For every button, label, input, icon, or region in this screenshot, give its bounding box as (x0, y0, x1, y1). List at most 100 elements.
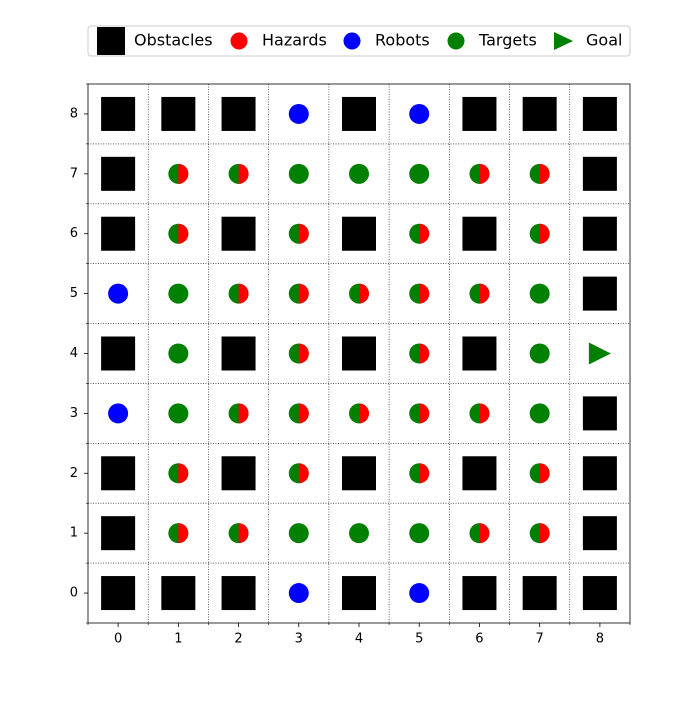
hazard (238, 403, 249, 424)
hazard (539, 163, 550, 184)
hazard (419, 223, 430, 244)
hazard (359, 283, 369, 304)
obstacle (582, 156, 617, 191)
hazard (238, 163, 249, 184)
point (288, 103, 309, 124)
y-tick-label: 5 (70, 286, 78, 301)
x-tick-label: 0 (114, 632, 122, 647)
x-tick-label: 8 (596, 632, 604, 647)
obstacle (582, 216, 617, 251)
obstacle (462, 336, 497, 371)
legend-marker (447, 32, 465, 50)
legend-label: Hazards (262, 31, 327, 50)
point (288, 163, 309, 184)
legend-label: Goal (586, 31, 622, 50)
x-tick-label: 6 (475, 632, 483, 647)
point (529, 403, 550, 424)
hazard (238, 523, 249, 544)
obstacle (101, 336, 136, 371)
obstacle (342, 216, 376, 251)
y-tick-label: 4 (70, 346, 78, 361)
point (288, 523, 309, 544)
plot-frame (87, 83, 631, 624)
y-tick-label: 6 (70, 226, 78, 241)
legend-label: Obstacles (134, 31, 213, 50)
goal (588, 342, 611, 365)
point (349, 163, 369, 184)
y-tick-label: 0 (70, 586, 78, 601)
hazard (178, 163, 189, 184)
point (349, 523, 369, 544)
obstacle (342, 456, 376, 491)
x-tick-label: 4 (355, 632, 363, 647)
point (168, 343, 189, 364)
obstacle (582, 396, 617, 431)
legend: Obstacles Hazards Robots Targets Goal (87, 25, 631, 57)
obstacle (101, 456, 136, 491)
point (529, 343, 550, 364)
obstacle (462, 96, 497, 131)
hazard (419, 283, 430, 304)
obstacle (582, 276, 617, 311)
obstacle (342, 96, 376, 131)
obstacle (522, 576, 557, 611)
legend-marker (343, 32, 361, 50)
point (108, 403, 129, 424)
hazard (178, 223, 189, 244)
point (409, 163, 430, 184)
obstacle (101, 576, 136, 611)
hazard (178, 463, 189, 484)
obstacle (582, 456, 617, 491)
obstacle (101, 216, 136, 251)
hazard (298, 343, 309, 364)
x-tick-label: 7 (536, 632, 544, 647)
hazard (178, 523, 189, 544)
x-tick-label: 3 (295, 632, 303, 647)
obstacle (462, 576, 497, 611)
y-tick-label: 1 (70, 526, 78, 541)
point (168, 403, 189, 424)
point (409, 523, 430, 544)
hazard (479, 163, 490, 184)
obstacle (522, 96, 557, 131)
obstacle (342, 576, 376, 611)
legend-label: Robots (375, 31, 430, 50)
obstacle (582, 96, 617, 131)
obstacle (582, 576, 617, 611)
hazard (298, 463, 309, 484)
point (409, 583, 430, 604)
obstacle (462, 456, 497, 491)
hazard (419, 343, 430, 364)
point (108, 283, 129, 304)
obstacle (221, 576, 256, 611)
point (168, 283, 189, 304)
legend-marker (230, 32, 248, 50)
legend-marker (554, 32, 573, 50)
y-tick-label: 2 (70, 466, 78, 481)
y-tick-label: 7 (70, 166, 78, 181)
hazard (539, 463, 550, 484)
obstacle (101, 516, 136, 551)
x-tick-label: 5 (415, 632, 423, 647)
obstacle (462, 216, 497, 251)
y-tick-label: 3 (70, 406, 78, 421)
x-tick-label: 2 (234, 632, 242, 647)
obstacle (221, 336, 256, 371)
obstacle (161, 576, 196, 611)
hazard (419, 463, 430, 484)
legend-label: Targets (478, 31, 537, 50)
obstacle (101, 96, 136, 131)
obstacle (101, 156, 136, 191)
hazard (419, 403, 430, 424)
legend-marker (97, 27, 125, 55)
obstacle (342, 336, 376, 371)
hazard (298, 283, 309, 304)
obstacle (221, 216, 256, 251)
hazard (479, 403, 490, 424)
hazard (359, 403, 369, 424)
obstacle (221, 96, 256, 131)
hazard (479, 523, 490, 544)
hazard (539, 223, 550, 244)
x-tick-label: 1 (174, 632, 182, 647)
